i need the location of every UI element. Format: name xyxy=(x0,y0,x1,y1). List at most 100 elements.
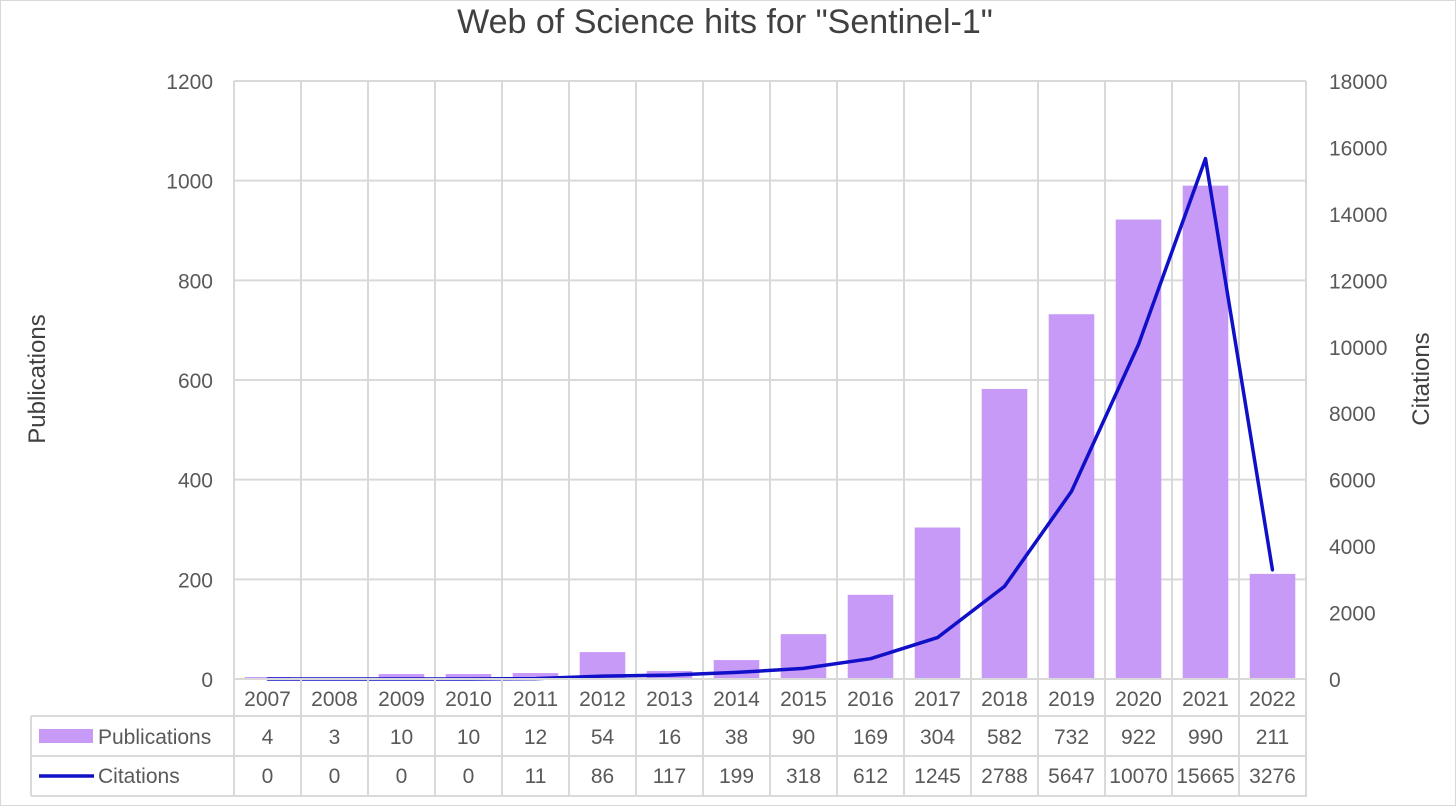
citations-point-2018 xyxy=(1003,584,1006,588)
y-tick-label: 200 xyxy=(178,569,213,592)
bar-2022 xyxy=(1249,573,1296,679)
x-tick-label: 2007 xyxy=(244,688,291,711)
y2-tick-label: 4000 xyxy=(1329,536,1376,559)
citations-point-2019 xyxy=(1070,489,1073,493)
y2-tick-label: 8000 xyxy=(1329,403,1376,426)
table-cell-publications: 922 xyxy=(1121,726,1156,749)
y-tick-label: 800 xyxy=(178,270,213,293)
x-tick-label: 2012 xyxy=(579,688,626,711)
table-cell-publications: 732 xyxy=(1054,726,1089,749)
data-table: 2007 2008 2009 2010 2011 2012 2013 2014 2015 2016… xyxy=(30,678,1307,797)
table-cell-publications: 304 xyxy=(920,726,955,749)
citations-point-2017 xyxy=(936,636,939,640)
y2-axis-title: Citations xyxy=(1408,332,1435,425)
bar-2018 xyxy=(981,388,1028,679)
y-tick-label: 400 xyxy=(178,470,213,493)
y2-axis-ticks: 0 2000 4000 6000 8000 10000 12000 14000 16000 180… xyxy=(1329,71,1387,692)
x-tick-label: 2022 xyxy=(1249,688,1296,711)
y-tick-label: 0 xyxy=(201,669,213,692)
y-tick-label: 1000 xyxy=(166,171,213,194)
table-cell-publications: 38 xyxy=(725,726,748,749)
table-cell-citations: 10070 xyxy=(1109,765,1167,788)
citations-point-2022 xyxy=(1271,568,1274,572)
table-cell-publications: 12 xyxy=(524,726,547,749)
table-cell-citations: 0 xyxy=(262,765,274,788)
x-tick-label: 2014 xyxy=(713,688,760,711)
publications-bars xyxy=(244,185,1296,679)
bar-2009 xyxy=(378,674,425,679)
y2-tick-label: 6000 xyxy=(1329,470,1376,493)
gridlines xyxy=(233,80,1307,680)
table-cell-citations: 1245 xyxy=(914,765,961,788)
y2-tick-label: 12000 xyxy=(1329,270,1387,293)
y-axis-title: Publications xyxy=(24,314,51,443)
bar-2020 xyxy=(1115,219,1162,679)
y-tick-label: 1200 xyxy=(166,71,213,94)
citations-point-2020 xyxy=(1137,342,1140,346)
table-cell-publications: 10 xyxy=(457,726,480,749)
x-tick-label: 2008 xyxy=(311,688,358,711)
table-cell-citations: 11 xyxy=(525,765,547,788)
citations-point-2012 xyxy=(601,674,604,678)
x-tick-label: 2010 xyxy=(445,688,492,711)
bar-2011 xyxy=(512,673,559,679)
table-cell-publications: 211 xyxy=(1256,726,1289,749)
table-cell-citations: 86 xyxy=(591,765,614,788)
table-cell-publications: 582 xyxy=(987,726,1022,749)
y2-tick-label: 16000 xyxy=(1329,137,1387,160)
bar-2016 xyxy=(847,594,894,679)
table-cell-citations: 15665 xyxy=(1176,765,1234,788)
citations-point-2013 xyxy=(668,673,671,677)
legend-label-citations: Citations xyxy=(98,765,180,788)
table-cell-citations: 2788 xyxy=(981,765,1028,788)
x-tick-label: 2020 xyxy=(1115,688,1162,711)
citations-point-2016 xyxy=(869,657,872,661)
table-cell-citations: 5647 xyxy=(1048,765,1095,788)
x-tick-label: 2018 xyxy=(981,688,1028,711)
table-cell-citations: 612 xyxy=(853,765,888,788)
y2-tick-label: 10000 xyxy=(1329,337,1387,360)
bar-2021 xyxy=(1182,185,1229,679)
table-cell-citations: 318 xyxy=(786,765,821,788)
x-tick-label: 2019 xyxy=(1048,688,1095,711)
table-cell-citations: 3276 xyxy=(1249,765,1296,788)
bar-2019 xyxy=(1048,314,1095,679)
table-cell-publications: 169 xyxy=(853,726,888,749)
x-tick-label: 2009 xyxy=(378,688,425,711)
table-cell-publications: 54 xyxy=(591,726,615,749)
table-cell-publications: 16 xyxy=(658,726,681,749)
legend-key-publications xyxy=(39,729,93,743)
table-cell-citations: 199 xyxy=(719,765,754,788)
table-cell-publications: 3 xyxy=(329,726,341,749)
x-tick-label: 2017 xyxy=(914,688,961,711)
citations-point-2015 xyxy=(802,666,805,670)
bar-2014 xyxy=(713,660,760,679)
table-cell-publications: 90 xyxy=(792,726,815,749)
chart-title: Web of Science hits for "Sentinel-1" xyxy=(457,3,993,41)
y2-tick-label: 14000 xyxy=(1329,204,1387,227)
x-tick-label: 2021 xyxy=(1182,688,1229,711)
y-axis-ticks: 0 200 400 600 800 1000 1200 xyxy=(166,71,213,692)
y2-tick-label: 18000 xyxy=(1329,71,1387,94)
y2-tick-label: 0 xyxy=(1329,669,1341,692)
citations-point-2021 xyxy=(1204,157,1207,161)
y2-tick-label: 2000 xyxy=(1329,603,1376,626)
legend-label-publications: Publications xyxy=(98,726,211,749)
table-cell-citations: 0 xyxy=(329,765,341,788)
table-cell-publications: 990 xyxy=(1188,726,1223,749)
bar-2010 xyxy=(445,674,492,679)
table-cell-citations: 0 xyxy=(463,765,475,788)
table-cell-publications: 4 xyxy=(262,726,274,749)
x-tick-label: 2015 xyxy=(780,688,827,711)
citations-point-2014 xyxy=(735,670,738,674)
x-tick-label: 2016 xyxy=(847,688,894,711)
table-cell-citations: 117 xyxy=(653,765,686,788)
table-cell-citations: 0 xyxy=(396,765,408,788)
x-tick-label: 2011 xyxy=(513,688,558,711)
x-tick-label: 2013 xyxy=(646,688,693,711)
bar-2015 xyxy=(780,634,827,679)
y-tick-label: 600 xyxy=(178,370,213,393)
bar-2017 xyxy=(914,527,961,679)
